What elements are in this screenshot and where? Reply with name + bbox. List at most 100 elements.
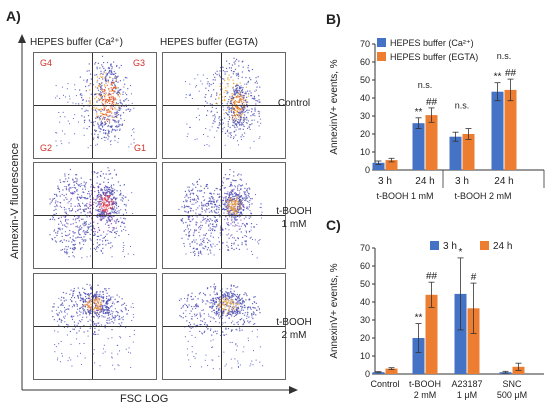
y-axis-label: AnnexinV+ events, % — [329, 59, 340, 154]
y-tick-label: 70 — [360, 243, 370, 253]
bar — [462, 134, 475, 170]
category-label: Control — [370, 379, 399, 389]
legend-label: 3 h — [443, 241, 457, 252]
category-label: t-BOOH — [409, 379, 441, 389]
legend-swatch — [377, 52, 386, 61]
significance-label-ns: n.s. — [497, 51, 512, 61]
bar — [425, 294, 438, 374]
significance-marker: * — [459, 247, 463, 258]
bar — [449, 136, 462, 170]
scatter-plot-control-egta — [162, 52, 286, 159]
y-axis-label: AnnexinV+ events, % — [329, 263, 340, 358]
gate-label-g2: G2 — [40, 143, 53, 153]
scatter-dots — [51, 283, 135, 370]
column-header-egta: HEPES buffer (EGTA) — [160, 37, 258, 48]
significance-marker: ## — [426, 271, 438, 282]
quadrant-line-vertical — [221, 53, 222, 158]
bar — [385, 160, 398, 170]
y-tick-label: 10 — [360, 147, 370, 157]
bar — [412, 123, 425, 170]
row-label-tbooh-2mm: t-BOOH 2 mM — [270, 316, 318, 342]
bar — [491, 91, 504, 170]
significance-marker: ** — [494, 72, 502, 83]
quadrant-line-horizontal — [163, 326, 285, 327]
y-tick-label: 50 — [360, 279, 370, 289]
quadrant-line-vertical — [92, 274, 93, 379]
quadrant-line-horizontal — [34, 326, 156, 327]
quadrant-line-vertical — [221, 274, 222, 379]
group-label: t-BOOH 1 mM — [376, 191, 433, 201]
row-label-tbooh-2mm-line2: 2 mM — [281, 330, 307, 341]
panel-a-label: A) — [6, 8, 21, 24]
y-tick-label: 30 — [360, 111, 370, 121]
row-label-tbooh-1mm: t-BOOH 1 mM — [270, 205, 318, 231]
quadrant-line-vertical — [92, 53, 93, 158]
y-tick-label: 10 — [360, 351, 370, 361]
significance-marker: ## — [505, 68, 517, 79]
quadrant-line-horizontal — [34, 215, 156, 216]
scatter-dots — [178, 283, 264, 370]
y-tick-label: 40 — [360, 93, 370, 103]
significance-label-ns: n.s. — [455, 101, 470, 111]
y-tick-label: 0 — [365, 165, 370, 175]
row-label-tbooh-1mm-line1: t-BOOH — [276, 206, 312, 217]
y-tick-label: 40 — [360, 297, 370, 307]
quadrant-line-horizontal — [163, 105, 285, 106]
category-label: SNC — [502, 379, 522, 389]
bar — [385, 368, 398, 374]
group-label: t-BOOH 2 mM — [454, 191, 511, 201]
scatter-plot-tbooh-2mm-egta — [162, 273, 286, 380]
row-label-tbooh-1mm-line2: 1 mM — [281, 219, 307, 230]
quadrant-line-horizontal — [34, 105, 156, 106]
y-tick-label: 20 — [360, 129, 370, 139]
significance-marker: ## — [426, 97, 438, 108]
significance-marker: # — [471, 272, 477, 283]
category-label: 3 h — [455, 176, 469, 187]
x-axis-label-fsc: FSC LOG — [120, 393, 169, 405]
category-label: A23187 — [451, 379, 482, 389]
row-label-control: Control — [270, 97, 318, 110]
gate-label-g3: G3 — [133, 58, 146, 68]
bar — [454, 293, 467, 374]
scatter-dots — [49, 167, 135, 259]
category-label-sub: 2 mM — [414, 390, 437, 400]
scatter-plot-control-ca: G4 G3 G2 G1 — [33, 52, 157, 159]
gate-label-g1: G1 — [134, 143, 147, 153]
row-label-tbooh-2mm-line1: t-BOOH — [276, 317, 312, 328]
category-label: 24 h — [415, 176, 434, 187]
bar — [467, 308, 480, 374]
legend-label: HEPES buffer (Ca²⁺) — [390, 38, 474, 48]
y-tick-label: 60 — [360, 57, 370, 67]
legend-swatch — [377, 38, 386, 47]
bar — [372, 162, 385, 170]
category-label: 3 h — [378, 176, 392, 187]
column-header-ca: HEPES buffer (Ca²⁺) — [30, 37, 123, 48]
y-tick-label: 50 — [360, 75, 370, 85]
panel-label: C) — [326, 217, 341, 233]
significance-marker: ** — [415, 107, 423, 118]
y-tick-label: 60 — [360, 261, 370, 271]
bar — [504, 89, 517, 170]
y-tick-label: 0 — [365, 369, 370, 379]
y-tick-label: 20 — [360, 333, 370, 343]
y-axis-arrow — [18, 34, 26, 390]
category-label-sub: 500 μM — [497, 390, 527, 400]
category-label-sub: 1 μM — [457, 390, 477, 400]
scatter-plot-tbooh-1mm-ca — [33, 162, 157, 269]
legend-swatch — [480, 241, 489, 250]
quadrant-line-vertical — [92, 163, 93, 268]
legend-label: HEPES buffer (EGTA) — [390, 52, 478, 62]
legend-swatch — [430, 241, 439, 250]
quadrant-line-horizontal — [163, 215, 285, 216]
y-tick-label: 70 — [360, 39, 370, 49]
category-label: 24 h — [494, 176, 513, 187]
scatter-plot-tbooh-2mm-ca — [33, 273, 157, 380]
x-axis-arrow — [22, 386, 298, 394]
scatter-plot-tbooh-1mm-egta — [162, 162, 286, 269]
panel-label: B) — [326, 11, 341, 27]
bar — [412, 338, 425, 374]
y-tick-label: 30 — [360, 315, 370, 325]
row-label-control-line1: Control — [277, 98, 311, 109]
